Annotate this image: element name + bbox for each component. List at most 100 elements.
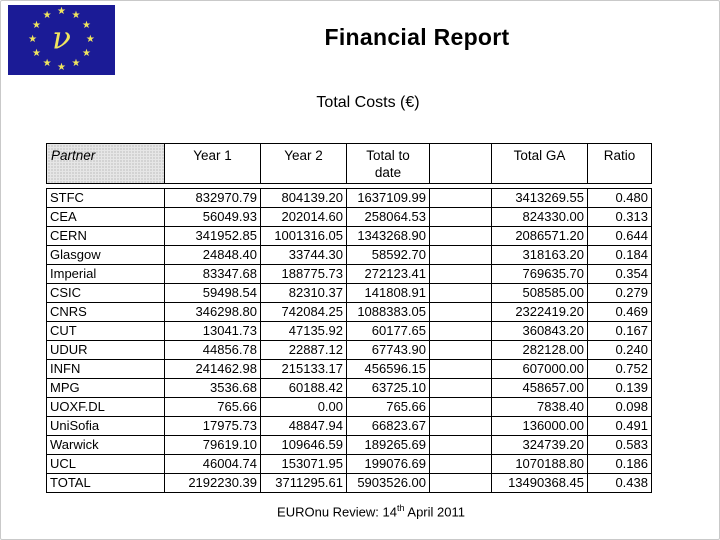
partner-cell: INFN: [46, 359, 165, 379]
value-cell: 13490368.45: [491, 473, 588, 493]
value-cell: 341952.85: [164, 226, 261, 246]
table-row: CSIC 59498.54 82310.37 141808.91 508585.00 0.…: [46, 283, 652, 303]
value-cell: 0.438: [587, 473, 652, 493]
value-cell: [429, 359, 492, 379]
value-cell: 0.354: [587, 264, 652, 284]
partner-cell: UDUR: [46, 340, 165, 360]
footer-superscript: th: [396, 503, 405, 513]
value-cell: 0.167: [587, 321, 652, 341]
table-row: MPG 3536.68 60188.42 63725.10 458657.00 0.139: [46, 378, 652, 398]
value-cell: 742084.25: [260, 302, 347, 322]
flag-star-icon: ★: [85, 34, 95, 45]
value-cell: 44856.78: [164, 340, 261, 360]
value-cell: 48847.94: [260, 416, 347, 436]
value-cell: 804139.20: [260, 188, 347, 208]
value-cell: [429, 416, 492, 436]
table-row: TOTAL 2192230.39 3711295.61 5903526.00 13490…: [46, 473, 652, 493]
costs-table: Partner Year 1 Year 2 Total to date Total GA…: [46, 143, 652, 493]
table-row: CEA 56049.93 202014.60 258064.53 824330.00 0.…: [46, 207, 652, 227]
value-cell: [429, 302, 492, 322]
flag-star-icon: ★: [31, 48, 41, 59]
value-cell: [429, 226, 492, 246]
value-cell: 346298.80: [164, 302, 261, 322]
value-cell: [429, 321, 492, 341]
partner-cell: Imperial: [46, 264, 165, 284]
value-cell: 58592.70: [346, 245, 430, 265]
footer-caption: EUROnu Review: 14th April 2011: [277, 503, 465, 519]
partner-cell: CERN: [46, 226, 165, 246]
partner-cell: UOXF.DL: [46, 397, 165, 417]
value-cell: 1001316.05: [260, 226, 347, 246]
value-cell: 24848.40: [164, 245, 261, 265]
value-cell: [429, 264, 492, 284]
value-cell: [429, 188, 492, 208]
footer-text: EUROnu Review: 14: [277, 504, 397, 520]
value-cell: 202014.60: [260, 207, 347, 227]
col-header: Ratio: [587, 143, 652, 184]
value-cell: 0.139: [587, 378, 652, 398]
table-row: INFN 241462.98 215133.17 456596.15 607000.00…: [46, 359, 652, 379]
flag-star-icon: ★: [71, 58, 81, 70]
partner-cell: Glasgow: [46, 245, 165, 265]
table-row: Warwick 79619.10 109646.59 189265.69 324739.…: [46, 435, 652, 455]
header-row: Partner Year 1 Year 2 Total to date Total GA…: [46, 143, 652, 184]
value-cell: 824330.00: [491, 207, 588, 227]
table-row: UOXF.DL 765.66 0.00 765.66 7838.40 0.098: [46, 397, 652, 417]
value-cell: 66823.67: [346, 416, 430, 436]
flag-background: [8, 5, 115, 75]
col-header: Total to date: [346, 143, 430, 184]
value-cell: 458657.00: [491, 378, 588, 398]
page-title: Financial Report: [324, 24, 510, 50]
value-cell: 0.240: [587, 340, 652, 360]
value-cell: 5903526.00: [346, 473, 430, 493]
eu-flag-logo: ν ★ ★ ★ ★ ★ ★ ★ ★ ★ ★ ★ ★: [8, 5, 115, 75]
value-cell: 46004.74: [164, 454, 261, 474]
flag-star-icon: ★: [82, 20, 91, 31]
value-cell: [429, 207, 492, 227]
value-cell: 17975.73: [164, 416, 261, 436]
partner-cell: Warwick: [46, 435, 165, 455]
value-cell: [429, 454, 492, 474]
flag-star-icon: ★: [82, 48, 91, 59]
table-row: CNRS 346298.80 742084.25 1088383.05 2322419.…: [46, 302, 652, 322]
partner-cell: UCL: [46, 454, 165, 474]
value-cell: 0.480: [587, 188, 652, 208]
value-cell: 765.66: [164, 397, 261, 417]
value-cell: 769635.70: [491, 264, 588, 284]
value-cell: 508585.00: [491, 283, 588, 303]
value-cell: 79619.10: [164, 435, 261, 455]
value-cell: 2322419.20: [491, 302, 588, 322]
partner-cell: UniSofia: [46, 416, 165, 436]
value-cell: 0.469: [587, 302, 652, 322]
table-row: CUT 13041.73 47135.92 60177.65 360843.20 0.16…: [46, 321, 652, 341]
col-header: Year 2: [260, 143, 347, 184]
value-cell: 2192230.39: [164, 473, 261, 493]
flag-star-icon: ★: [31, 20, 41, 31]
value-cell: 3711295.61: [260, 473, 347, 493]
partner-cell: CUT: [46, 321, 165, 341]
value-cell: 0.098: [587, 397, 652, 417]
flag-star-icon: ★: [57, 62, 66, 73]
value-cell: [429, 378, 492, 398]
value-cell: 82310.37: [260, 283, 347, 303]
flag-star-icon: ★: [28, 34, 38, 45]
value-cell: 67743.90: [346, 340, 430, 360]
value-cell: 189265.69: [346, 435, 430, 455]
col-header: Year 1: [164, 143, 261, 184]
nu-symbol-icon: ν: [52, 20, 71, 57]
partner-cell: MPG: [46, 378, 165, 398]
table-row: UCL 46004.74 153071.95 199076.69 1070188.80 0…: [46, 454, 652, 474]
value-cell: 0.00: [260, 397, 347, 417]
value-cell: 153071.95: [260, 454, 347, 474]
table-subtitle: Total Costs (€): [316, 94, 420, 111]
table-row: Imperial 83347.68 188775.73 272123.41 769635…: [46, 264, 652, 284]
value-cell: 360843.20: [491, 321, 588, 341]
value-cell: 0.752: [587, 359, 652, 379]
value-cell: 33744.30: [260, 245, 347, 265]
partner-cell: CEA: [46, 207, 165, 227]
value-cell: 2086571.20: [491, 226, 588, 246]
table-row: CERN 341952.85 1001316.05 1343268.90 2086571…: [46, 226, 652, 246]
value-cell: 1070188.80: [491, 454, 588, 474]
value-cell: 0.583: [587, 435, 652, 455]
col-header: [429, 143, 492, 184]
